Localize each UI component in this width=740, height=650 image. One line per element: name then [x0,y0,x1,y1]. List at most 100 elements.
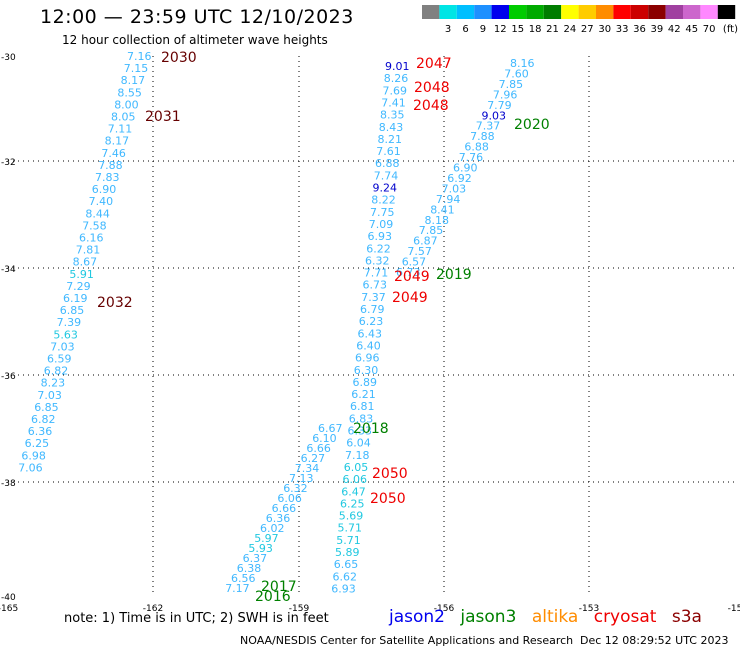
wave-height-value: 7.69 [383,84,408,97]
wave-height-value: 5.69 [339,510,364,523]
wave-height-value: 6.67 [318,422,343,435]
wave-height-value: 7.41 [381,96,406,109]
pass-time-label: 2017 [261,579,297,595]
wave-height-value: 8.17 [105,135,130,148]
legend-label: 39 [651,24,664,35]
wave-height-value: 6.89 [353,376,378,389]
lat-tick-label: -38 [1,479,16,489]
wave-height-value: 7.96 [493,88,518,101]
wave-height-value: 6.32 [365,254,390,267]
satellite-s3a: s3a [671,607,702,627]
wave-height-value: 6.36 [266,512,291,525]
legend-swatch [491,5,509,19]
wave-height-value: 5.91 [69,268,94,281]
wave-height-value: 7.71 [364,267,389,280]
satellite-jason2: jason2 [389,607,445,627]
wave-height-value: 7.09 [369,218,394,231]
wave-height-value: 7.03 [442,182,467,195]
wave-height-value: 7.76 [459,151,484,164]
lat-tick-label: -40 [1,593,16,603]
pass-time-label: 2048 [414,80,450,96]
wave-height-value: 7.60 [504,67,529,80]
wave-height-color-legend: 3 6 9 12 15 18 21 24 27 30 33 36 39 42 45 70 (ft) [422,5,738,35]
wave-height-value: 6.56 [231,572,256,585]
satellite-track-values: 7.167.158.178.558.008.057.118.177.467.88… [18,50,534,595]
pass-time-label: 2032 [97,295,133,311]
wave-height-value: 7.17 [225,582,250,595]
pass-time-label: 2030 [161,50,197,66]
wave-height-value: 6.27 [301,452,326,465]
wave-height-value: 7.37 [476,120,501,133]
wave-height-value: 6.66 [306,442,331,455]
satellite-cryosat: cryosat [593,607,657,627]
legend-label: 27 [581,24,594,35]
pass-time-label: 2047 [416,56,452,72]
wave-height-value: 6.02 [260,522,285,535]
pass-time-labels: 2030 2031 2032 2047 2048 2048 2049 2049 2050 2050… [97,50,550,605]
wave-height-value: 7.18 [345,449,370,462]
wave-height-value: 6.81 [350,400,375,413]
pass-time-label: 2031 [145,109,181,125]
wave-height-value: 7.16 [127,50,152,63]
wave-height-value: 6.37 [243,552,268,565]
wave-height-value: 8.67 [73,256,98,269]
wave-height-value: 5.89 [335,546,360,559]
wave-height-value: 7.39 [57,316,82,329]
wave-height-value: 7.81 [76,244,101,257]
wave-height-value: 7.58 [82,219,107,232]
wave-height-value: 7.40 [89,195,114,208]
legend-swatch [578,5,596,19]
map-title: 12:00 — 23:59 UTC 12/10/2023 [40,6,354,28]
pass-time-label: 2019 [436,267,472,283]
legend-unit: (ft) [723,24,738,35]
wave-height-value: 6.05 [344,461,369,474]
pass-time-label: 2048 [413,98,449,114]
wave-height-value: 7.29 [66,280,91,293]
wave-height-value: 6.16 [79,232,104,245]
wave-height-value: 7.03 [50,340,74,353]
pass-time-label: 2020 [514,117,550,133]
lon-tick-label: -15 [728,604,740,614]
wave-height-value: 6.32 [283,482,308,495]
wave-height-value: 7.15 [124,62,149,75]
wave-height-value: 8.17 [121,74,146,87]
legend-swatch [683,5,701,19]
wave-height-value: 6.25 [25,437,49,450]
wave-height-value: 5.71 [336,534,361,547]
wave-height-value: 8.16 [510,57,535,70]
wave-height-value: 6.73 [396,266,421,279]
wave-height-value: 6.92 [447,172,472,185]
wave-height-value: 6.19 [63,292,88,305]
wave-height-value: 9.01 [385,60,410,73]
wave-height-value: 6.06 [343,473,368,486]
lat-tick-label: -32 [1,158,16,168]
legend-swatch [509,5,527,19]
wave-height-value: 7.57 [407,245,432,258]
wave-height-value: 6.73 [363,279,388,292]
legend-swatch [561,5,579,19]
legend-swatch [613,5,631,19]
wave-height-value: 6.88 [464,141,489,154]
wave-height-value: 6.21 [351,388,376,401]
wave-height-value: 7.75 [370,206,395,219]
timestamp-text: Dec 12 08:29:52 UTC 2023 [580,634,729,647]
legend-label: 3 [445,24,451,35]
wave-height-value: 6.36 [28,425,53,438]
wave-height-value: 7.61 [376,145,401,158]
axis-tick-labels: -165 -162 -159 -156 -153 -15 -30 -32 -34 -36 -38 -4… [0,53,740,614]
wave-height-value: 6.82 [44,365,69,378]
wave-height-value: 6.83 [349,412,374,425]
lon-tick-label: -165 [0,604,18,614]
legend-label: 33 [616,24,629,35]
wave-height-value: 7.94 [436,193,461,206]
wave-height-value: 7.85 [419,224,444,237]
wave-height-value: 6.06 [277,492,302,505]
satellite-altika: altika [531,607,579,627]
wave-height-value: 6.65 [334,558,359,571]
wave-height-value: 7.83 [95,171,120,184]
wave-height-value: 7.11 [108,123,133,136]
wave-height-value: 6.22 [366,242,391,255]
wave-height-value: 6.23 [359,315,384,328]
wave-height-value: 9.24 [373,182,398,195]
